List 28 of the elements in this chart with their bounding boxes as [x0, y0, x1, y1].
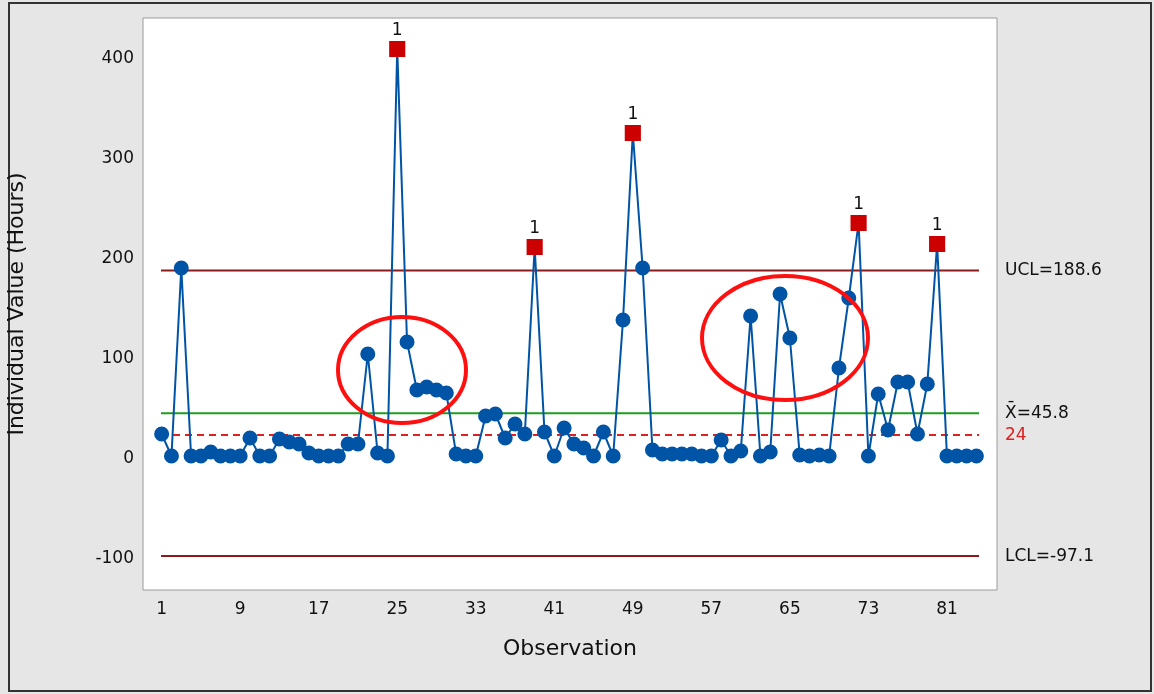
- annotation: 1: [391, 18, 403, 39]
- annotation: 1: [853, 192, 865, 213]
- x-tick-label: 81: [936, 597, 958, 618]
- ref-line-label: LCL=-97.1: [1005, 544, 1095, 565]
- x-axis-title: Observation: [503, 634, 637, 660]
- y-tick-label: 300: [101, 147, 134, 168]
- ref-line-label: 24: [1005, 423, 1027, 444]
- ref-line-label: X̄=45.8: [1005, 400, 1069, 422]
- x-tick-label: 41: [543, 597, 566, 618]
- annotation: 1: [931, 213, 943, 234]
- x-tick-label: 33: [464, 597, 487, 618]
- ref-line-label: UCL=188.6: [1005, 258, 1102, 279]
- y-tick-label: -100: [95, 547, 134, 568]
- x-tick-label: 9: [234, 597, 246, 618]
- y-tick-label: 400: [101, 47, 134, 68]
- x-tick-label: 1: [156, 597, 168, 618]
- x-tick-label: 49: [622, 597, 644, 618]
- annotation: 1: [627, 102, 639, 123]
- y-axis-title: Individual Value (Hours): [2, 172, 28, 436]
- x-tick-label: 17: [307, 597, 330, 618]
- annotation: 1: [529, 216, 541, 237]
- y-tick-label: 200: [101, 247, 134, 268]
- x-tick-label: 25: [386, 597, 409, 618]
- x-tick-label: 73: [857, 597, 880, 618]
- y-tick-label: 100: [101, 347, 134, 368]
- x-tick-label: 65: [779, 597, 801, 618]
- x-tick-label: 57: [700, 597, 723, 618]
- y-tick-label: 0: [123, 447, 134, 468]
